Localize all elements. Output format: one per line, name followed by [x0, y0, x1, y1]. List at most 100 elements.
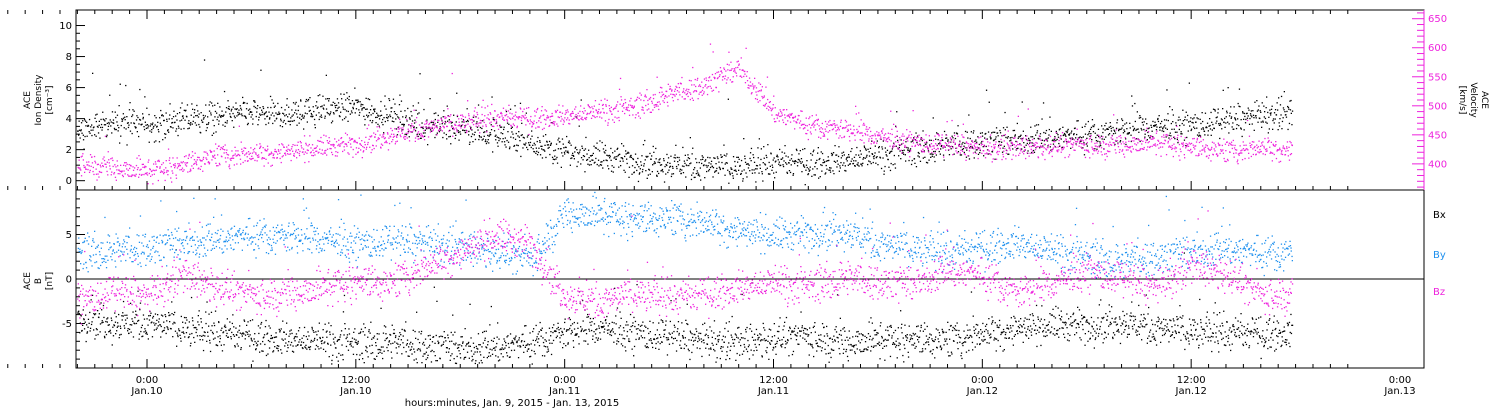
velocity-point — [1125, 137, 1126, 138]
density-point — [1030, 136, 1031, 137]
density-point — [1067, 130, 1068, 131]
density-point — [1101, 125, 1102, 126]
velocity-point — [835, 125, 836, 126]
density-point — [930, 157, 931, 158]
density-point — [359, 115, 360, 116]
density-point — [414, 122, 415, 123]
velocity-point — [244, 147, 245, 148]
velocity-point — [215, 143, 216, 144]
density-point — [821, 171, 822, 172]
velocity-point — [1111, 137, 1112, 138]
density-point — [1008, 154, 1009, 155]
density-point — [328, 113, 329, 114]
velocity-point — [1032, 153, 1033, 154]
velocity-point — [442, 130, 443, 131]
velocity-point — [813, 123, 814, 124]
velocity-point — [1052, 149, 1053, 150]
velocity-point — [82, 153, 83, 154]
density-point — [994, 159, 995, 160]
velocity-point — [876, 143, 877, 144]
velocity-point — [1001, 144, 1002, 145]
density-point — [293, 102, 294, 103]
velocity-point — [566, 119, 567, 120]
velocity-point — [191, 157, 192, 158]
velocity-point — [521, 120, 522, 121]
velocity-point — [112, 160, 113, 161]
density-point — [759, 164, 760, 165]
density-point — [601, 161, 602, 162]
density-point — [1262, 102, 1263, 103]
velocity-point — [812, 124, 813, 125]
density-point — [1200, 123, 1201, 124]
density-point — [1067, 132, 1068, 133]
density-point — [485, 141, 486, 142]
density-point — [1069, 133, 1070, 134]
density-point — [423, 132, 424, 133]
velocity-point — [908, 152, 909, 153]
velocity-point — [689, 80, 690, 81]
density-point — [690, 162, 691, 163]
velocity-point — [859, 126, 860, 127]
velocity-point — [390, 136, 391, 137]
velocity-point — [1037, 146, 1038, 147]
density-point — [714, 158, 715, 159]
velocity-point — [412, 131, 413, 132]
density-point — [290, 117, 291, 118]
velocity-point — [84, 172, 85, 173]
density-point — [122, 121, 123, 122]
velocity-point — [929, 135, 930, 136]
density-point — [753, 169, 754, 170]
velocity-point — [519, 117, 520, 118]
density-point — [1084, 126, 1085, 127]
velocity-point — [634, 106, 635, 107]
density-point — [238, 114, 239, 115]
density-point — [902, 150, 903, 151]
velocity-point — [157, 166, 158, 167]
density-point — [1285, 114, 1286, 115]
density-point — [131, 116, 132, 117]
velocity-point — [661, 87, 662, 88]
velocity-point — [592, 115, 593, 116]
density-point — [1269, 128, 1270, 129]
density-point — [621, 143, 622, 144]
density-point — [616, 159, 617, 160]
velocity-point — [780, 116, 781, 117]
velocity-point — [698, 86, 699, 87]
density-point — [1045, 133, 1046, 134]
velocity-point — [506, 114, 507, 115]
velocity-point — [694, 84, 695, 85]
velocity-point — [231, 150, 232, 151]
velocity-point — [1053, 147, 1054, 148]
density-point — [979, 152, 980, 153]
density-point — [1198, 132, 1199, 133]
density-point — [1032, 142, 1033, 143]
density-point — [603, 160, 604, 161]
density-point — [304, 106, 305, 107]
density-point — [1062, 127, 1063, 128]
density-point — [376, 113, 377, 114]
velocity-point — [117, 165, 118, 166]
velocity-point — [608, 122, 609, 123]
velocity-point — [707, 94, 708, 95]
density-point — [728, 183, 729, 184]
velocity-point — [1150, 146, 1151, 147]
velocity-point — [982, 141, 983, 142]
velocity-point — [752, 85, 753, 86]
density-point — [326, 75, 327, 76]
density-point — [933, 117, 934, 118]
velocity-point — [412, 125, 413, 126]
density-point — [354, 103, 355, 104]
density-point — [114, 129, 115, 130]
density-point — [1158, 121, 1159, 122]
velocity-point — [364, 142, 365, 143]
velocity-point — [641, 94, 642, 95]
velocity-point — [993, 144, 994, 145]
velocity-point — [98, 176, 99, 177]
velocity-point — [539, 117, 540, 118]
density-point — [525, 144, 526, 145]
velocity-point — [373, 145, 374, 146]
velocity-point — [862, 135, 863, 136]
velocity-point — [182, 171, 183, 172]
density-point — [1038, 124, 1039, 125]
velocity-point — [418, 138, 419, 139]
